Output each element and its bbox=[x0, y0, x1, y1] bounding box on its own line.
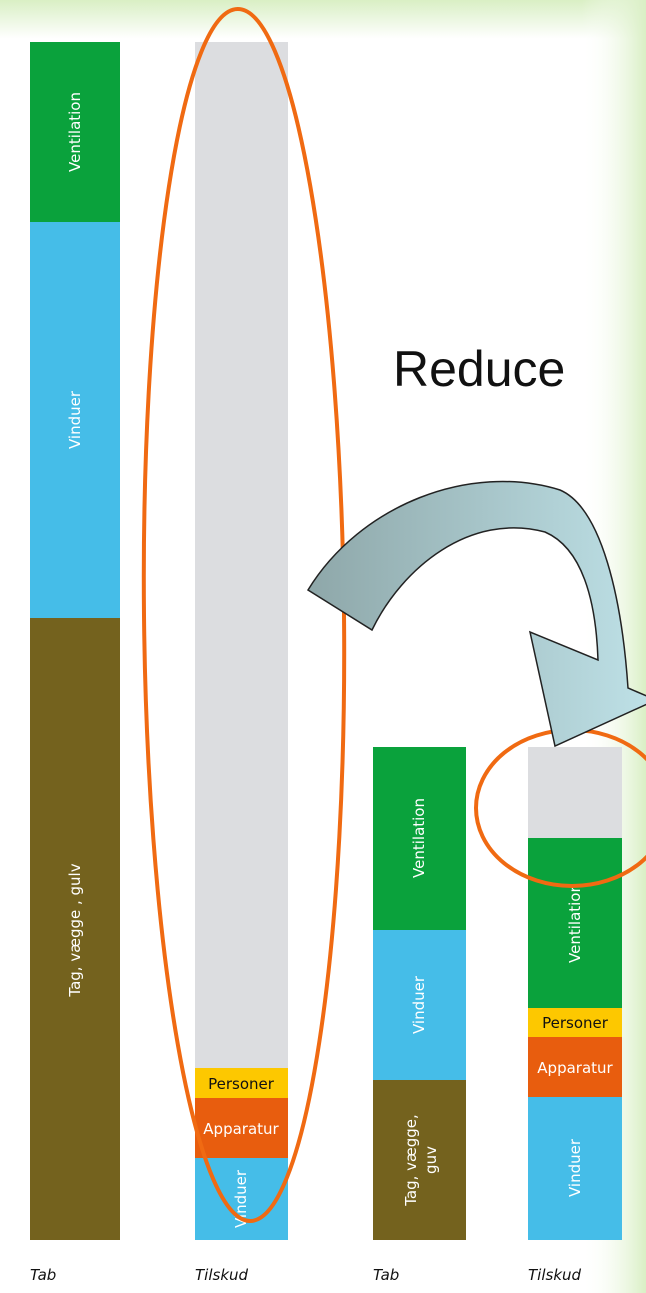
segment-label: Ventilation bbox=[410, 798, 428, 878]
segment bbox=[373, 747, 466, 930]
segment-label: Ventilation bbox=[66, 92, 84, 172]
bar-caption: Tab bbox=[373, 1266, 399, 1284]
segment-label: Apparatur bbox=[203, 1120, 279, 1138]
segment bbox=[528, 747, 622, 838]
bar-caption: Tilskud bbox=[528, 1266, 582, 1284]
segment-label: Tag, vægge , gulv bbox=[66, 863, 84, 997]
highlight-ellipse bbox=[141, 7, 347, 1223]
segment bbox=[195, 1098, 288, 1158]
segment bbox=[195, 1068, 288, 1098]
segment-label: guv bbox=[422, 1146, 440, 1174]
arrow bbox=[306, 480, 646, 748]
segment bbox=[528, 1097, 622, 1240]
segment-label: Tag, vægge, bbox=[402, 1114, 420, 1207]
segment-label: Personer bbox=[208, 1075, 275, 1093]
segment-label: Vinduer bbox=[410, 975, 428, 1034]
segment bbox=[373, 930, 466, 1080]
title: Reduce bbox=[393, 341, 565, 397]
bar: Ventilation Personer Apparatur Vinduer bbox=[528, 747, 622, 1240]
segment bbox=[30, 618, 120, 1240]
bar: Ventilation Vinduer Tag, vægge , gulv bbox=[30, 42, 120, 1240]
segment-label: Apparatur bbox=[537, 1059, 613, 1077]
segment-label: Vinduer bbox=[66, 390, 84, 449]
segment-label: Personer bbox=[542, 1014, 609, 1032]
bar-caption: Tab bbox=[30, 1266, 56, 1284]
segment bbox=[528, 838, 622, 1008]
bar-caption: Tilskud bbox=[195, 1266, 249, 1284]
segment bbox=[30, 222, 120, 618]
bar: Ventilation Vinduer Tag, vægge, guv bbox=[373, 747, 466, 1240]
segment bbox=[528, 1008, 622, 1037]
segment bbox=[195, 42, 288, 1068]
bar: Personer Apparatur Vinduer bbox=[195, 42, 288, 1240]
segment bbox=[373, 1080, 466, 1240]
segment-label: Ventilation bbox=[566, 883, 584, 963]
segment bbox=[528, 1037, 622, 1097]
segment-label: Vinduer bbox=[566, 1138, 584, 1197]
segment bbox=[30, 42, 120, 222]
